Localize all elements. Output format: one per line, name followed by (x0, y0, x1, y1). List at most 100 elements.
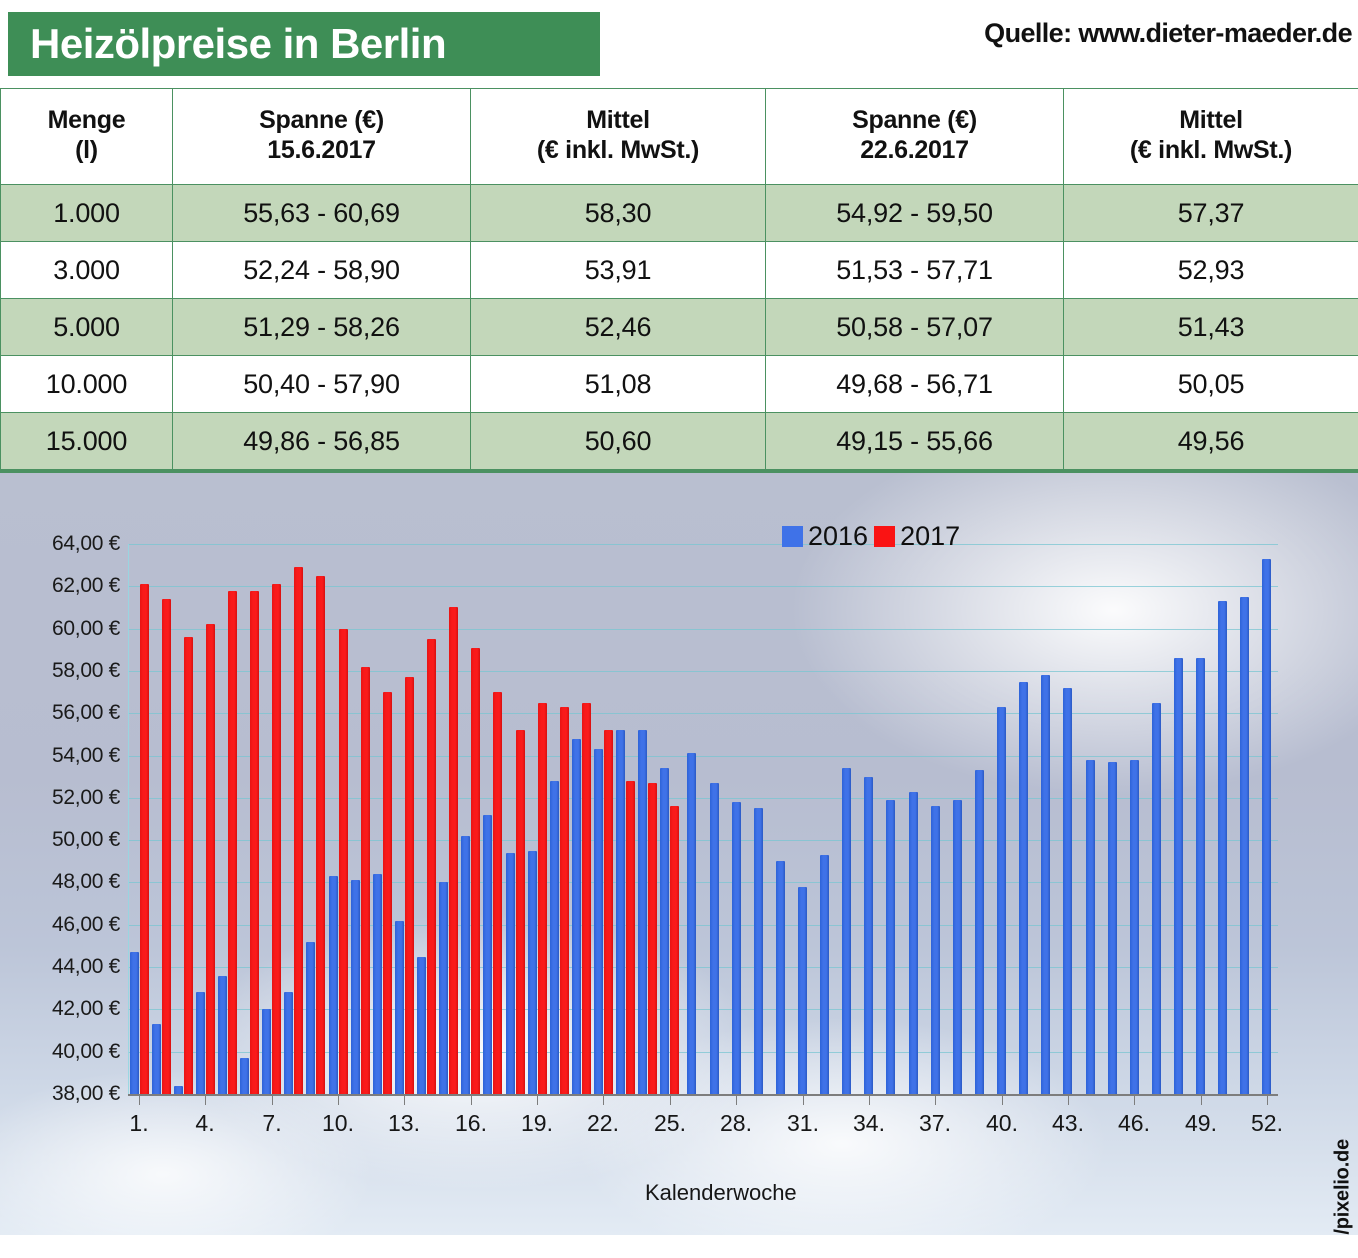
page-title: Heizölpreise in Berlin (30, 20, 447, 67)
title-banner: Heizölpreise in Berlin (8, 12, 600, 76)
gridline (128, 925, 1278, 926)
x-axis-tick-label: 49. (1185, 1110, 1217, 1136)
bar-2016-week-33 (842, 768, 852, 1094)
cell-mittel-2: 52,93 (1063, 241, 1358, 299)
gridline (128, 1009, 1278, 1010)
x-axis-tick-label: 28. (720, 1110, 752, 1136)
price-table: Menge (l) Spanne (€) 15.6.2017 Mittel (€… (0, 88, 1358, 470)
bar-2016-week-32 (820, 854, 830, 1094)
bar-2016-week-7 (262, 1009, 272, 1094)
bar-2017-week-23 (626, 780, 636, 1094)
bar-2016-week-38 (952, 799, 962, 1094)
x-axis-title: Kalenderwoche (645, 1180, 797, 1205)
bar-2017-week-16 (471, 647, 481, 1094)
gridline (128, 713, 1278, 714)
bar-2016-week-52 (1262, 558, 1272, 1094)
cell-menge: 5.000 (0, 298, 173, 356)
bar-2017-week-22 (603, 730, 613, 1094)
bar-2017-week-18 (515, 730, 525, 1094)
bar-2016-week-45 (1107, 761, 1117, 1094)
cell-spanne-1: 50,40 - 57,90 (172, 355, 471, 413)
header-line2: (€ inkl. MwSt.) (536, 135, 700, 164)
y-axis-tick-label: 40,00 € (52, 1039, 120, 1063)
gridline (128, 544, 1278, 545)
bar-2017-week-10 (338, 628, 348, 1094)
legend-swatch-2016-icon (782, 526, 803, 547)
gridline (128, 967, 1278, 968)
x-axis-tick (603, 1096, 604, 1105)
bar-2016-week-18 (505, 852, 515, 1094)
column-header-spanne-1: Spanne (€) 15.6.2017 (172, 88, 471, 185)
bar-2017-week-7 (272, 584, 282, 1094)
bar-2017-week-2 (161, 599, 171, 1094)
x-axis-tick (537, 1096, 538, 1105)
bar-2016-week-9 (306, 941, 316, 1094)
bar-2017-week-1 (139, 584, 149, 1094)
bar-2016-week-41 (1019, 681, 1029, 1094)
legend-label-2016: 2016 (808, 521, 869, 551)
cell-mittel-2: 50,05 (1063, 355, 1358, 413)
bar-2016-week-13 (394, 920, 404, 1094)
cell-spanne-1: 49,86 - 56,85 (172, 412, 471, 470)
x-axis-tick-label: 7. (262, 1110, 282, 1136)
y-axis-tick-label: 42,00 € (52, 997, 120, 1021)
x-axis-tick-label: 52. (1251, 1110, 1283, 1136)
x-axis-tick-label: 22. (587, 1110, 619, 1136)
x-axis-tick (404, 1096, 405, 1105)
bar-2017-week-20 (559, 706, 569, 1094)
bar-2016-week-49 (1196, 658, 1206, 1094)
y-axis-tick-label: 62,00 € (52, 574, 120, 598)
x-axis-tick (338, 1096, 339, 1105)
x-axis-tick-label: 25. (654, 1110, 686, 1136)
x-axis-tick-label: 34. (853, 1110, 885, 1136)
bar-2016-week-47 (1151, 702, 1161, 1094)
bar-2016-week-51 (1240, 596, 1250, 1094)
cell-spanne-1: 51,29 - 58,26 (172, 298, 471, 356)
bar-2016-week-5 (218, 975, 228, 1094)
bar-2016-week-1 (129, 952, 139, 1094)
table-row: 5.000 51,29 - 58,26 52,46 50,58 - 57,07 … (0, 298, 1358, 356)
bar-2016-week-14 (417, 956, 427, 1094)
legend-item-2017: 2017 (874, 521, 960, 552)
cell-mittel-1: 53,91 (470, 241, 766, 299)
bar-2017-week-9 (316, 575, 326, 1094)
bar-2016-week-8 (284, 992, 294, 1094)
y-axis-tick-label: 60,00 € (52, 616, 120, 640)
cell-menge: 1.000 (0, 184, 173, 242)
x-axis-tick-label: 1. (129, 1110, 149, 1136)
x-axis-tick (1267, 1096, 1268, 1105)
x-axis-tick (1134, 1096, 1135, 1105)
x-axis-tick-label: 19. (521, 1110, 553, 1136)
header-line2: (l) (75, 135, 98, 164)
y-axis-tick-label: 64,00 € (52, 532, 120, 555)
bar-2016-week-30 (775, 861, 785, 1094)
cell-mittel-2: 57,37 (1063, 184, 1358, 242)
bar-2017-week-21 (581, 702, 591, 1094)
legend-item-2016: 2016 (782, 521, 868, 552)
x-axis-tick (272, 1096, 273, 1105)
bar-2017-week-14 (427, 639, 437, 1094)
header-line1: Menge (47, 106, 126, 134)
cell-spanne-2: 49,15 - 55,66 (765, 412, 1064, 470)
x-axis-tick-label: 13. (388, 1110, 420, 1136)
bar-2016-week-3 (173, 1085, 183, 1094)
y-axis-tick-label: 46,00 € (52, 912, 120, 936)
header-line1: Mittel (586, 106, 650, 134)
header-line2: (€ inkl. MwSt.) (1129, 135, 1293, 164)
y-axis-tick-label: 44,00 € (52, 955, 120, 979)
column-header-mittel-1: Mittel (€ inkl. MwSt.) (470, 88, 766, 185)
header-line1: Spanne (€) (852, 106, 977, 134)
bar-2016-week-6 (240, 1058, 250, 1094)
x-axis-line (128, 1094, 1278, 1096)
cell-menge: 10.000 (0, 355, 173, 413)
gridline (128, 798, 1278, 799)
column-header-menge: Menge (l) (0, 88, 173, 185)
table-row: 3.000 52,24 - 58,90 53,91 51,53 - 57,71 … (0, 241, 1358, 299)
y-axis-tick-label: 58,00 € (52, 658, 120, 682)
bar-2017-week-12 (382, 692, 392, 1094)
x-axis-tick (1068, 1096, 1069, 1105)
bar-2016-week-40 (997, 706, 1007, 1094)
source-label: Quelle: www.dieter-maeder.de (984, 18, 1352, 48)
cell-spanne-1: 52,24 - 58,90 (172, 241, 471, 299)
bar-2017-week-6 (250, 590, 260, 1094)
